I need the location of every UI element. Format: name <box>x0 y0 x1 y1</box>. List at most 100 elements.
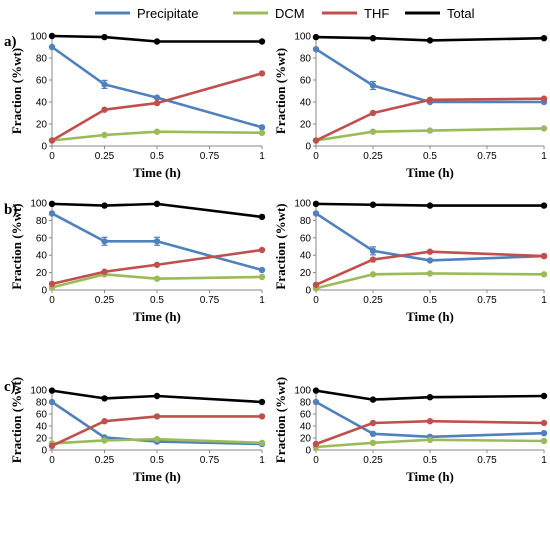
x-tick-label: 1 <box>259 455 265 466</box>
data-point-total <box>540 35 548 42</box>
series-line-total <box>315 202 544 207</box>
data-point-thf <box>101 418 108 425</box>
data-point-total <box>540 392 548 400</box>
series-line-thf <box>51 248 263 286</box>
row-label-b: b) <box>4 202 17 218</box>
x-tick-label: 0.5 <box>423 151 437 162</box>
x-tick-label: 0.25 <box>363 455 383 466</box>
x-tick-label: 0 <box>49 295 55 306</box>
series-line-precipitate <box>315 400 545 439</box>
data-point-thf <box>258 246 266 254</box>
data-point-precipitate <box>312 210 320 217</box>
data-point-thf <box>153 261 161 268</box>
data-point-precipitate <box>101 81 108 88</box>
legend-label-precipitate: Precipitate <box>137 6 198 21</box>
data-point-dcm <box>153 436 161 443</box>
data-point-precipitate <box>101 238 108 245</box>
y-tick-label: 40 <box>36 251 48 262</box>
x-axis-title: Time (h) <box>133 469 181 484</box>
data-point-dcm <box>369 439 377 446</box>
series-line-dcm <box>51 437 263 445</box>
data-point-thf <box>101 268 108 275</box>
y-tick-label: 0 <box>41 286 47 297</box>
data-point-dcm <box>540 437 548 445</box>
data-point-total <box>153 200 161 208</box>
x-tick-label: 1 <box>259 295 265 306</box>
series-line-thf <box>315 419 545 446</box>
x-axis-title: Time (h) <box>133 309 181 324</box>
series-line-total <box>51 34 262 43</box>
data-point-total <box>101 202 108 209</box>
y-tick-label: 60 <box>300 410 312 421</box>
y-axis-title: Fraction (%wt) <box>273 377 288 463</box>
y-axis-title: Fraction (%wt) <box>9 48 24 134</box>
data-point-dcm <box>426 127 434 134</box>
data-point-thf <box>258 70 266 77</box>
data-point-dcm <box>369 128 377 135</box>
y-tick-label: 60 <box>36 233 48 244</box>
y-tick-label: 60 <box>36 76 48 87</box>
x-tick-label: 0 <box>313 455 319 466</box>
y-tick-label: 100 <box>294 386 311 397</box>
y-tick-label: 20 <box>36 434 48 445</box>
y-tick-label: 100 <box>30 32 47 43</box>
data-point-total <box>312 387 320 394</box>
data-point-dcm <box>540 271 548 278</box>
data-point-dcm <box>426 436 434 443</box>
y-tick-label: 80 <box>300 54 312 65</box>
series-line-precipitate <box>51 45 263 129</box>
row-label-c: c) <box>4 379 16 395</box>
chart-panel-b-right: 0 20 40 60 80 100 0 0.25 0.5 0.75 1 Time (h) Fractio… <box>273 199 547 325</box>
y-tick-label: 40 <box>36 422 48 433</box>
y-tick-label: 40 <box>300 251 312 262</box>
series-line-total <box>315 389 545 401</box>
y-tick-label: 100 <box>294 199 311 210</box>
legend-item-total: Total <box>405 6 475 21</box>
x-tick-label: 0 <box>313 295 319 306</box>
data-point-precipitate <box>369 430 377 437</box>
y-tick-label: 40 <box>300 98 312 109</box>
data-point-thf <box>540 419 548 427</box>
y-tick-label: 60 <box>300 76 312 87</box>
data-point-thf <box>426 418 434 425</box>
data-point-total <box>258 213 266 221</box>
data-point-precipitate <box>258 124 266 131</box>
x-tick-label: 0 <box>313 151 319 162</box>
data-point-thf <box>101 106 108 113</box>
x-tick-label: 0.25 <box>95 151 115 162</box>
data-point-total <box>48 200 56 208</box>
data-point-total <box>426 394 434 401</box>
x-tick-label: 0.5 <box>423 455 437 466</box>
data-point-total <box>312 33 320 41</box>
data-point-total <box>153 392 161 400</box>
x-tick-label: 0.5 <box>150 455 164 466</box>
data-point-dcm <box>153 275 161 282</box>
y-tick-label: 0 <box>41 446 47 457</box>
data-point-thf <box>540 95 548 102</box>
y-tick-label: 100 <box>30 386 47 397</box>
y-tick-label: 80 <box>36 216 48 227</box>
data-point-precipitate <box>369 82 377 89</box>
y-tick-label: 20 <box>300 434 312 445</box>
legend: Precipitate DCM THF Total <box>95 6 475 21</box>
y-tick-label: 80 <box>36 54 48 65</box>
x-tick-label: 1 <box>541 151 547 162</box>
series-line-thf <box>315 250 545 286</box>
y-tick-label: 0 <box>305 142 311 153</box>
y-tick-label: 60 <box>36 410 48 421</box>
data-point-total <box>101 33 108 41</box>
series-line-thf <box>51 72 263 142</box>
data-point-dcm <box>101 131 108 139</box>
legend-item-precipitate: Precipitate <box>95 6 198 21</box>
y-tick-label: 40 <box>300 422 312 433</box>
data-point-precipitate <box>540 430 548 437</box>
data-point-total <box>426 202 434 209</box>
series-line-thf <box>315 97 545 142</box>
data-point-thf <box>369 419 377 427</box>
data-point-dcm <box>426 270 434 277</box>
y-tick-label: 20 <box>36 268 48 279</box>
data-point-precipitate <box>48 210 56 217</box>
